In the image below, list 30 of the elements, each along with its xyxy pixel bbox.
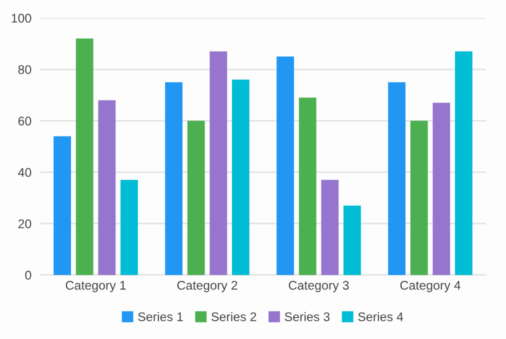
bar <box>298 98 316 275</box>
y-tick-label: 40 <box>18 168 32 177</box>
y-tick-label: 100 <box>12 14 32 23</box>
y-tick-label: 60 <box>18 116 32 126</box>
bar <box>165 82 182 275</box>
bar <box>210 51 228 275</box>
bar <box>187 120 205 275</box>
bar <box>321 180 339 275</box>
legend-label: Series 1 <box>138 312 183 322</box>
legend-label: Series 3 <box>284 312 330 322</box>
bar <box>54 136 71 275</box>
bar <box>120 180 138 275</box>
x-tick-label: Category 2 <box>177 280 238 292</box>
bar <box>76 38 94 275</box>
legend-label: Series 2 <box>211 312 256 322</box>
x-tick-label: Category 3 <box>288 280 349 292</box>
x-tick-label: Category 1 <box>66 280 126 292</box>
bar <box>344 206 361 275</box>
y-tick-label: 80 <box>18 65 32 74</box>
bar <box>98 100 116 275</box>
bar <box>410 120 428 275</box>
bar <box>432 102 450 275</box>
bar <box>276 56 294 275</box>
legend-label: Series 4 <box>358 312 404 322</box>
y-tick-label: 20 <box>18 219 32 228</box>
bar <box>455 51 472 275</box>
x-tick-label: Category 4 <box>400 280 460 292</box>
bar <box>388 82 406 275</box>
bar <box>232 80 250 275</box>
y-tick-label: 0 <box>25 270 32 280</box>
